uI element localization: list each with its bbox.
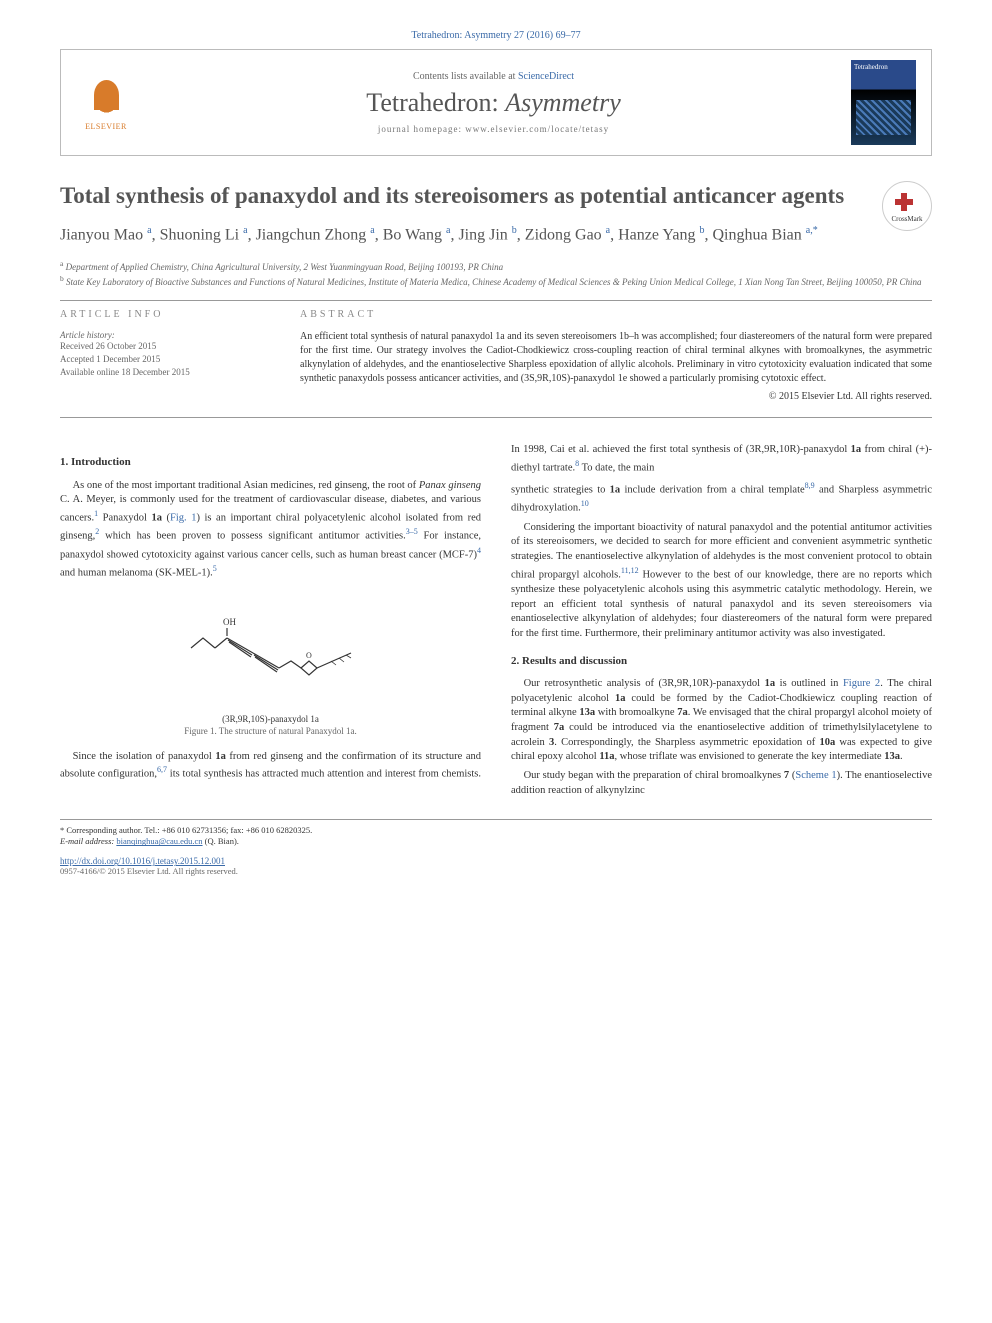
article-info-heading: ARTICLE INFO bbox=[60, 309, 260, 320]
elsevier-logo[interactable]: ELSEVIER bbox=[76, 68, 136, 138]
journal-cover-thumbnail[interactable]: Tetrahedron bbox=[851, 60, 916, 145]
issn-copyright: 0957-4166/© 2015 Elsevier Ltd. All right… bbox=[60, 866, 932, 876]
affiliation-line: a Department of Applied Chemistry, China… bbox=[60, 259, 932, 274]
article-body: 1. Introduction As one of the most impor… bbox=[60, 443, 932, 798]
journal-title: Tetrahedron: Asymmetry bbox=[136, 88, 851, 118]
results-paragraph-1: Our retrosynthetic analysis of (3R,9R,10… bbox=[511, 677, 932, 765]
article-info-column: ARTICLE INFO Article history: Received 2… bbox=[60, 309, 260, 402]
email-link[interactable]: bianqinghua@cau.edu.cn bbox=[116, 836, 202, 846]
compound-label: (3R,9R,10S)-panaxydol 1a bbox=[60, 713, 481, 726]
crossmark-icon bbox=[895, 190, 920, 215]
history-item: Received 26 October 2015 bbox=[60, 340, 260, 353]
journal-homepage: journal homepage: www.elsevier.com/locat… bbox=[136, 124, 851, 134]
results-heading: 2. Results and discussion bbox=[511, 654, 932, 669]
results-paragraph-2: Our study began with the preparation of … bbox=[511, 769, 932, 798]
oh-label: OH bbox=[223, 617, 236, 627]
journal-header: ELSEVIER Contents lists available at Sci… bbox=[60, 49, 932, 156]
history-label: Article history: bbox=[60, 330, 260, 340]
affiliation-line: b State Key Laboratory of Bioactive Subs… bbox=[60, 274, 932, 289]
o-label: O bbox=[306, 651, 312, 660]
crossmark-badge[interactable]: CrossMark bbox=[882, 181, 932, 231]
elsevier-label: ELSEVIER bbox=[85, 122, 127, 131]
article-footer: * Corresponding author. Tel.: +86 010 62… bbox=[60, 819, 932, 877]
abstract-heading: ABSTRACT bbox=[300, 309, 932, 320]
intro-paragraph-4: Considering the important bioactivity of… bbox=[511, 521, 932, 642]
abstract-copyright: © 2015 Elsevier Ltd. All rights reserved… bbox=[300, 391, 932, 402]
chemical-structure-svg: OH O bbox=[181, 603, 361, 693]
contents-lists-text: Contents lists available at ScienceDirec… bbox=[136, 71, 851, 82]
history-item: Available online 18 December 2015 bbox=[60, 366, 260, 379]
email-line: E-mail address: bianqinghua@cau.edu.cn (… bbox=[60, 836, 932, 848]
figure-1-caption: Figure 1. The structure of natural Panax… bbox=[60, 725, 481, 738]
cover-label: Tetrahedron bbox=[854, 63, 888, 71]
abstract-text: An efficient total synthesis of natural … bbox=[300, 330, 932, 386]
figure-1: OH O (3R,9R,10S)-panaxydol 1a Figure 1. … bbox=[60, 593, 481, 738]
intro-paragraph-3: synthetic strategies to 1a include deriv… bbox=[511, 480, 932, 516]
intro-paragraph-1: As one of the most important traditional… bbox=[60, 479, 481, 581]
article-title: Total synthesis of panaxydol and its ste… bbox=[60, 181, 932, 211]
sciencedirect-link[interactable]: ScienceDirect bbox=[518, 71, 574, 82]
corresponding-author: * Corresponding author. Tel.: +86 010 62… bbox=[60, 825, 932, 837]
affiliations: a Department of Applied Chemistry, China… bbox=[60, 259, 932, 301]
abstract-column: ABSTRACT An efficient total synthesis of… bbox=[300, 309, 932, 402]
doi-link[interactable]: http://dx.doi.org/10.1016/j.tetasy.2015.… bbox=[60, 856, 932, 866]
authors-list: Jianyou Mao a, Shuoning Li a, Jiangchun … bbox=[60, 223, 932, 247]
elsevier-tree-icon bbox=[84, 75, 129, 120]
journal-reference: Tetrahedron: Asymmetry 27 (2016) 69–77 bbox=[60, 30, 932, 41]
history-item: Accepted 1 December 2015 bbox=[60, 353, 260, 366]
intro-heading: 1. Introduction bbox=[60, 455, 481, 470]
